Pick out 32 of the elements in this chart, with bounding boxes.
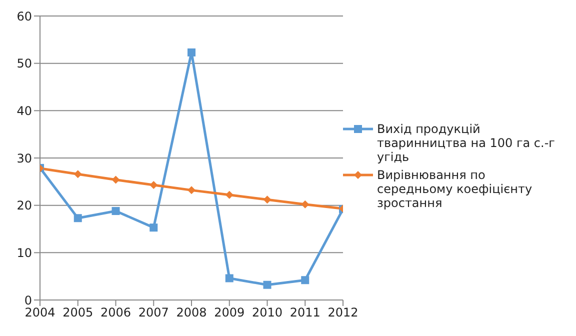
y-tick-label: 0 — [24, 293, 32, 308]
x-tick-label: 2012 — [328, 306, 358, 320]
y-tick-label: 40 — [16, 104, 32, 118]
x-tick-label: 2006 — [100, 306, 132, 320]
point — [150, 180, 158, 189]
y-tick-label: 30 — [16, 151, 32, 166]
point — [112, 176, 120, 184]
point — [74, 214, 82, 222]
point — [225, 190, 234, 199]
y-tick-label: 60 — [16, 9, 32, 24]
point — [301, 276, 310, 284]
point — [188, 48, 196, 56]
point — [112, 207, 120, 216]
x-tick-label: 2009 — [214, 306, 245, 320]
x-tick-label: 2011 — [290, 306, 320, 320]
point — [263, 196, 272, 204]
x-tick-label: 2004 — [24, 306, 56, 320]
y-tick-label: 20 — [16, 198, 32, 213]
point — [225, 274, 234, 282]
y-tick-label: 10 — [16, 246, 32, 260]
point — [301, 200, 310, 208]
y-tick-label: 50 — [16, 56, 32, 71]
point — [150, 224, 158, 232]
point — [74, 170, 82, 178]
legend-label: Вирівнювання по середньому коефіцієнту зростання — [377, 168, 534, 210]
x-tick-label: 2005 — [62, 306, 94, 320]
point — [263, 280, 272, 289]
legend-label: Вихід продукцій тваринництва на 100 га с.-г угідь — [377, 122, 556, 164]
point — [188, 186, 196, 194]
x-tick-label: 2007 — [138, 306, 169, 320]
x-tick-label: 2008 — [176, 306, 207, 320]
x-tick-label: 2010 — [252, 306, 283, 320]
